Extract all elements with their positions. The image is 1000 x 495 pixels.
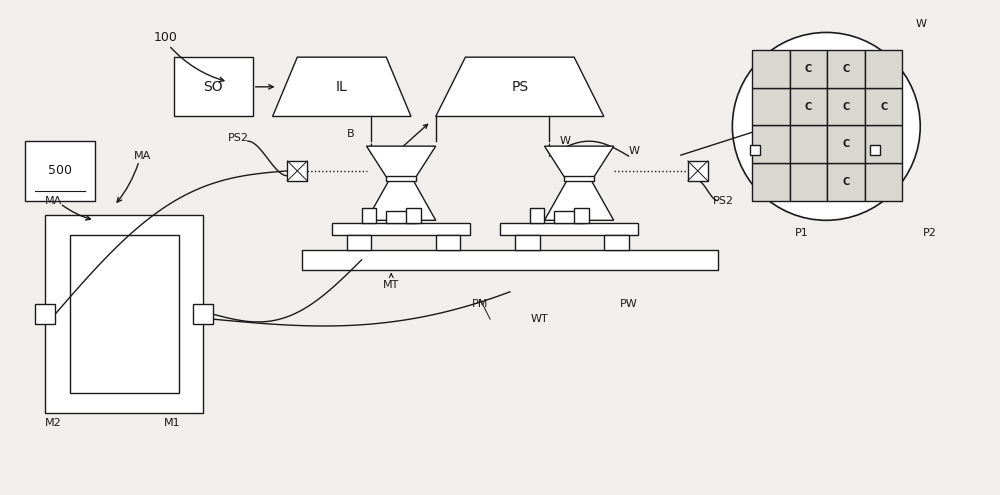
Text: C: C — [842, 64, 850, 74]
Bar — [790, 125, 827, 163]
Text: W: W — [559, 136, 570, 146]
Bar — [865, 125, 902, 163]
Text: MT: MT — [383, 280, 399, 290]
Bar — [70, 235, 179, 394]
Polygon shape — [273, 57, 411, 116]
Text: MA: MA — [45, 196, 62, 205]
Bar — [688, 161, 708, 181]
Bar — [790, 50, 827, 88]
Bar — [554, 211, 584, 223]
Bar — [790, 163, 827, 200]
Text: 100: 100 — [154, 31, 178, 44]
Text: C: C — [842, 101, 850, 111]
Text: 500: 500 — [48, 164, 72, 177]
Bar — [865, 50, 902, 88]
Text: P2: P2 — [923, 228, 937, 238]
Bar — [827, 88, 865, 125]
Text: MA: MA — [134, 151, 151, 161]
Bar — [574, 208, 589, 223]
Polygon shape — [367, 146, 436, 181]
Circle shape — [732, 33, 920, 220]
Bar — [752, 125, 790, 163]
Text: C: C — [805, 101, 812, 111]
Bar — [827, 50, 865, 88]
Bar — [827, 163, 865, 200]
Text: P1: P1 — [795, 228, 808, 238]
Text: B: B — [347, 129, 354, 139]
Bar — [406, 208, 421, 223]
Polygon shape — [544, 146, 614, 181]
Bar — [386, 211, 416, 223]
Bar — [386, 176, 416, 181]
Text: PS2: PS2 — [228, 133, 249, 143]
Text: PS2: PS2 — [713, 196, 734, 205]
Bar — [752, 88, 790, 125]
Bar — [530, 208, 544, 223]
Text: IL: IL — [336, 80, 348, 94]
Bar — [865, 88, 902, 125]
Bar — [35, 304, 55, 324]
Bar — [752, 50, 790, 88]
Bar — [865, 163, 902, 200]
Bar — [500, 223, 638, 235]
Bar — [25, 141, 95, 200]
Text: C: C — [805, 64, 812, 74]
Text: PM: PM — [472, 299, 488, 309]
Bar — [302, 250, 718, 270]
Bar — [45, 215, 203, 413]
Bar — [790, 88, 827, 125]
Bar — [750, 145, 760, 155]
Bar — [347, 235, 371, 250]
Text: C: C — [842, 139, 850, 149]
Bar — [870, 145, 880, 155]
Text: W: W — [915, 19, 926, 30]
Bar — [752, 163, 790, 200]
Bar — [564, 176, 594, 181]
Bar — [193, 304, 213, 324]
Polygon shape — [544, 181, 614, 220]
Bar — [515, 235, 540, 250]
Text: PS: PS — [511, 80, 528, 94]
Polygon shape — [367, 181, 436, 220]
Bar — [362, 208, 376, 223]
Bar — [287, 161, 307, 181]
Bar — [604, 235, 629, 250]
Bar — [436, 235, 460, 250]
Text: WT: WT — [531, 314, 548, 324]
Text: PW: PW — [620, 299, 637, 309]
Bar — [332, 223, 470, 235]
Bar — [827, 125, 865, 163]
Text: SO: SO — [203, 80, 223, 94]
Text: W: W — [629, 146, 640, 156]
Text: C: C — [842, 177, 850, 187]
Text: C: C — [880, 101, 887, 111]
Bar — [174, 57, 253, 116]
Text: M1: M1 — [164, 418, 180, 428]
Polygon shape — [436, 57, 604, 116]
Text: M2: M2 — [45, 418, 62, 428]
